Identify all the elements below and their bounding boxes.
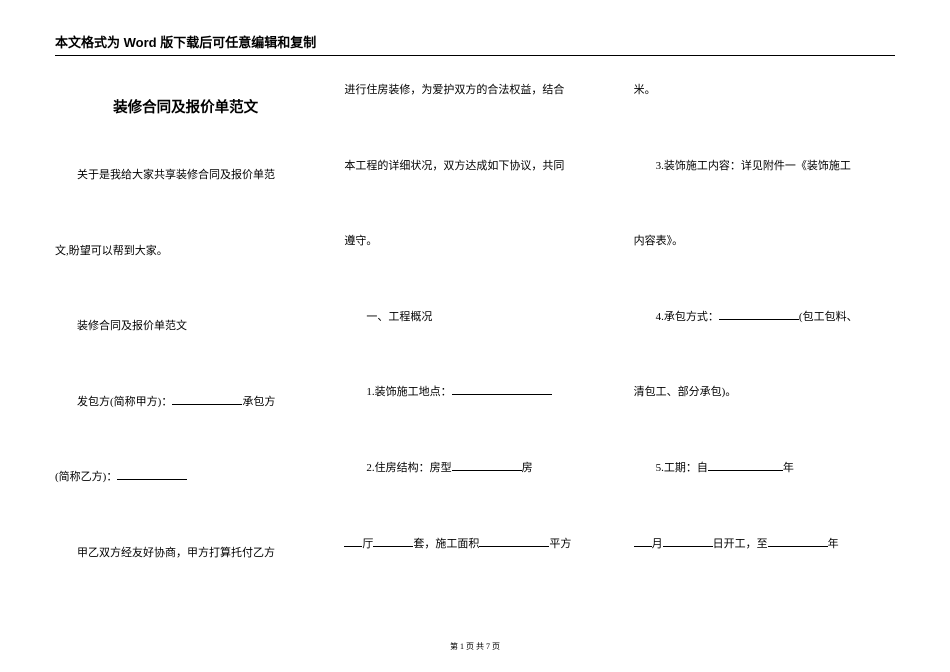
area-label: 套，施工面积	[413, 538, 479, 550]
party-b-label-part: 承包方	[242, 396, 275, 408]
footer-pre: 第	[450, 642, 460, 651]
year-label-2: 年	[828, 538, 839, 550]
page-footer: 第 1 页 共 7 页	[0, 641, 950, 652]
col3-line-1: 米。	[634, 82, 895, 100]
month-label: 月	[652, 538, 663, 550]
item-4-label: 4.承包方式：	[656, 311, 719, 323]
party-b-label: (简称乙方)：	[55, 471, 117, 483]
party-a-label: 发包方(简称甲方)：	[77, 396, 172, 408]
blank-month	[634, 536, 652, 547]
intro-para-5: 甲乙双方经友好协商，甲方打算托付乙方	[55, 545, 316, 563]
section-1-heading: 一、工程概况	[344, 309, 605, 327]
item-4-suffix: (包工包料、	[799, 311, 858, 323]
blank-contract-type	[719, 309, 799, 320]
party-b-line: (简称乙方)：	[55, 469, 316, 487]
item-4-continued: 清包工、部分承包)。	[634, 384, 895, 402]
blank-location	[452, 384, 552, 395]
intro-para-2: 装修合同及报价单范文	[55, 318, 316, 336]
sqm-label: 平方	[549, 538, 571, 550]
intro-para-1b: 文,盼望可以帮到大家。	[55, 243, 316, 261]
item-5-continued: 月 日开工，至 年	[634, 536, 895, 554]
item-1-label: 1.装饰施工地点：	[366, 386, 451, 398]
item-2-structure: 2.住房结构：房型 房	[344, 460, 605, 478]
col2-line-1: 进行住房装修，为爱护双方的合法权益，结合	[344, 82, 605, 100]
blank-day	[663, 536, 713, 547]
blank-house-type	[452, 460, 522, 471]
intro-para-1a: 关于是我给大家共享装修合同及报价单范	[55, 167, 316, 185]
item-2-label-b: 房	[522, 462, 533, 474]
party-a-line: 发包方(简称甲方)： 承包方	[55, 394, 316, 412]
start-label: 日开工，至	[713, 538, 768, 550]
blank-area	[479, 536, 549, 547]
header-notice: 本文格式为 Word 版下载后可任意编辑和复制	[55, 32, 895, 56]
blank-rooms	[344, 536, 362, 547]
col2-line-3: 遵守。	[344, 233, 605, 251]
blank-party-b	[117, 469, 187, 480]
item-4-contract-type: 4.承包方式： (包工包料、	[634, 309, 895, 327]
item-3-continued: 内容表》。	[634, 233, 895, 251]
blank-halls	[373, 536, 413, 547]
year-label-1: 年	[783, 462, 794, 474]
item-2-continued: 厅 套，施工面积 平方	[344, 536, 605, 554]
item-1-location: 1.装饰施工地点：	[344, 384, 605, 402]
item-5-schedule: 5.工期：自 年	[634, 460, 895, 478]
footer-post: 页	[490, 642, 500, 651]
blank-start-year	[708, 460, 783, 471]
blank-end-year	[768, 536, 828, 547]
item-5-label: 5.工期：自	[656, 462, 708, 474]
item-3-content: 3.装饰施工内容：详见附件一《装饰施工	[634, 158, 895, 176]
col2-line-2: 本工程的详细状况，双方达成如下协议，共同	[344, 158, 605, 176]
footer-mid: 页 共	[464, 642, 486, 651]
doc-title: 装修合同及报价单范文	[55, 96, 316, 117]
item-2-label-a: 2.住房结构：房型	[366, 462, 451, 474]
blank-party-a	[172, 394, 242, 405]
document-body: 装修合同及报价单范文 关于是我给大家共享装修合同及报价单范 文,盼望可以帮到大家…	[55, 82, 895, 622]
hall-label: 厅	[362, 538, 373, 550]
